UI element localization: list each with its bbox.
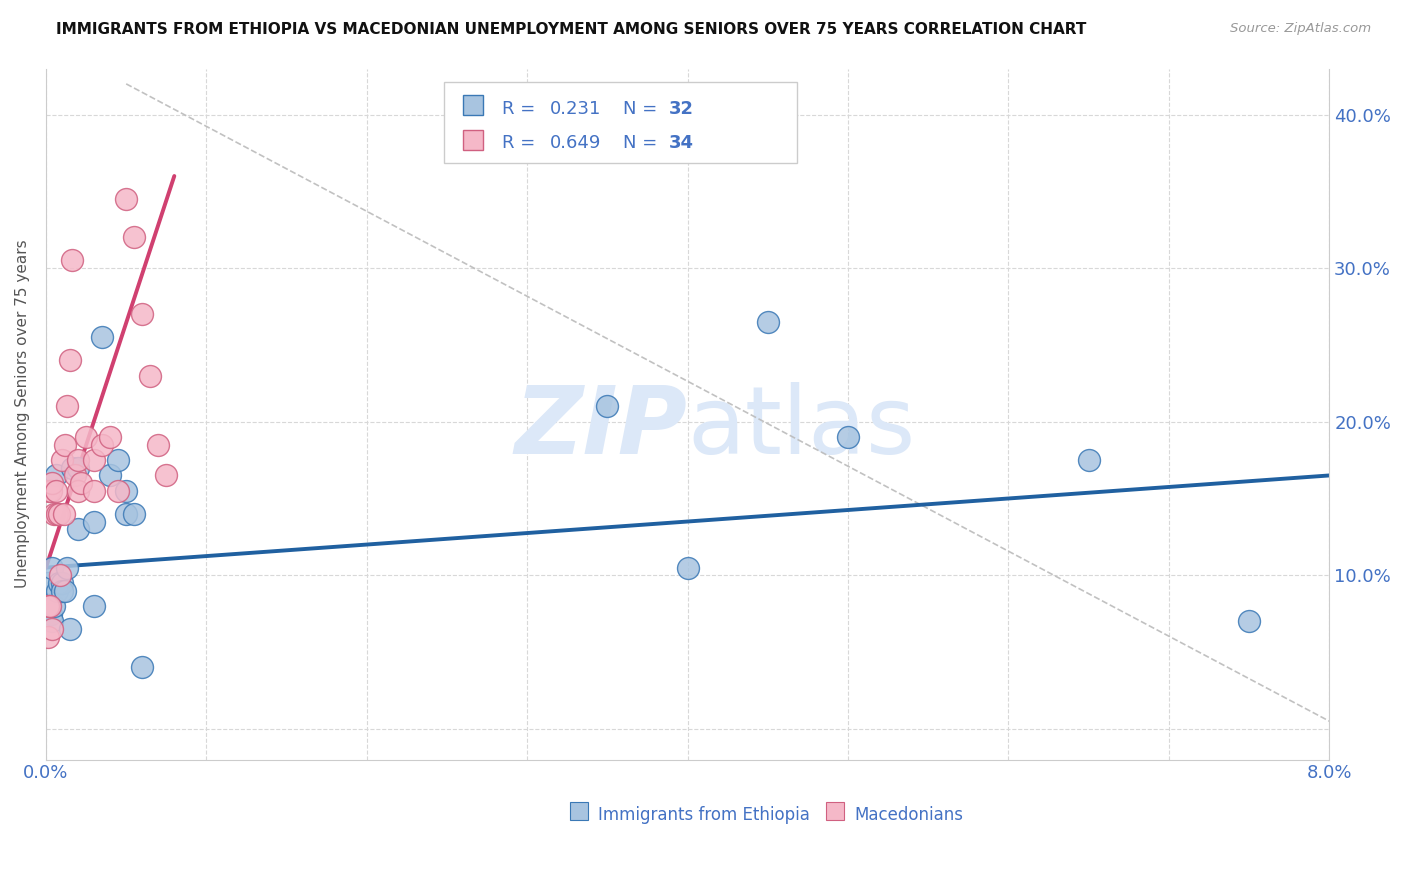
Point bbox=[52, 507, 75, 521]
Point bbox=[107, 483, 129, 498]
Point bbox=[1237, 615, 1260, 629]
Point bbox=[41, 560, 63, 574]
Point bbox=[49, 568, 72, 582]
Point bbox=[60, 460, 83, 475]
Text: 0.649: 0.649 bbox=[550, 135, 602, 153]
Point bbox=[67, 460, 90, 475]
Point bbox=[42, 507, 65, 521]
Text: 34: 34 bbox=[668, 135, 693, 153]
Point bbox=[48, 576, 70, 591]
Text: IMMIGRANTS FROM ETHIOPIA VS MACEDONIAN UNEMPLOYMENT AMONG SENIORS OVER 75 YEARS : IMMIGRANTS FROM ETHIOPIA VS MACEDONIAN U… bbox=[56, 22, 1087, 37]
Point bbox=[131, 307, 153, 321]
Point bbox=[60, 253, 83, 268]
Point bbox=[67, 483, 90, 498]
Text: 32: 32 bbox=[668, 100, 693, 118]
Point bbox=[41, 615, 63, 629]
Point bbox=[41, 622, 63, 636]
Text: R =: R = bbox=[502, 100, 540, 118]
Point bbox=[70, 476, 93, 491]
Point bbox=[45, 468, 67, 483]
Point bbox=[67, 522, 90, 536]
Point bbox=[115, 192, 138, 206]
Point bbox=[51, 576, 73, 591]
Point bbox=[837, 430, 859, 444]
Point bbox=[46, 583, 69, 598]
Point bbox=[98, 430, 121, 444]
Point bbox=[39, 607, 62, 621]
Text: R =: R = bbox=[502, 135, 540, 153]
Text: 0.231: 0.231 bbox=[550, 100, 602, 118]
Point bbox=[51, 583, 73, 598]
Point bbox=[139, 368, 162, 383]
Point bbox=[38, 483, 60, 498]
Point bbox=[53, 438, 76, 452]
Point bbox=[75, 430, 97, 444]
Text: ZIP: ZIP bbox=[515, 382, 688, 474]
Point bbox=[56, 560, 79, 574]
FancyBboxPatch shape bbox=[444, 82, 797, 163]
Text: Macedonians: Macedonians bbox=[855, 805, 963, 824]
Point bbox=[83, 453, 105, 467]
Point bbox=[53, 583, 76, 598]
Point bbox=[83, 483, 105, 498]
Point bbox=[115, 507, 138, 521]
Text: Immigrants from Ethiopia: Immigrants from Ethiopia bbox=[598, 805, 810, 824]
Point bbox=[596, 400, 619, 414]
Point bbox=[41, 476, 63, 491]
Point bbox=[1077, 453, 1099, 467]
Text: atlas: atlas bbox=[688, 382, 915, 474]
Point bbox=[46, 507, 69, 521]
Point bbox=[122, 507, 145, 521]
Point bbox=[91, 330, 114, 344]
Point bbox=[39, 599, 62, 613]
Point bbox=[67, 453, 90, 467]
Point bbox=[91, 438, 114, 452]
Point bbox=[107, 453, 129, 467]
Point bbox=[59, 353, 82, 368]
Text: N =: N = bbox=[623, 100, 664, 118]
Text: Source: ZipAtlas.com: Source: ZipAtlas.com bbox=[1230, 22, 1371, 36]
Point bbox=[48, 507, 70, 521]
Point bbox=[39, 599, 62, 613]
Point bbox=[148, 438, 170, 452]
Point bbox=[122, 230, 145, 244]
Point bbox=[45, 483, 67, 498]
Point bbox=[83, 599, 105, 613]
Point bbox=[37, 599, 59, 613]
Point bbox=[63, 468, 86, 483]
Point bbox=[51, 453, 73, 467]
Point bbox=[756, 315, 779, 329]
Point bbox=[59, 622, 82, 636]
Point bbox=[155, 468, 177, 483]
Point bbox=[83, 515, 105, 529]
Point bbox=[131, 660, 153, 674]
Text: N =: N = bbox=[623, 135, 664, 153]
Y-axis label: Unemployment Among Seniors over 75 years: Unemployment Among Seniors over 75 years bbox=[15, 240, 30, 589]
Point bbox=[37, 630, 59, 644]
Point bbox=[56, 400, 79, 414]
Point bbox=[42, 599, 65, 613]
Point bbox=[37, 576, 59, 591]
Point bbox=[676, 560, 699, 574]
Point bbox=[39, 483, 62, 498]
Point bbox=[115, 483, 138, 498]
Point bbox=[98, 468, 121, 483]
